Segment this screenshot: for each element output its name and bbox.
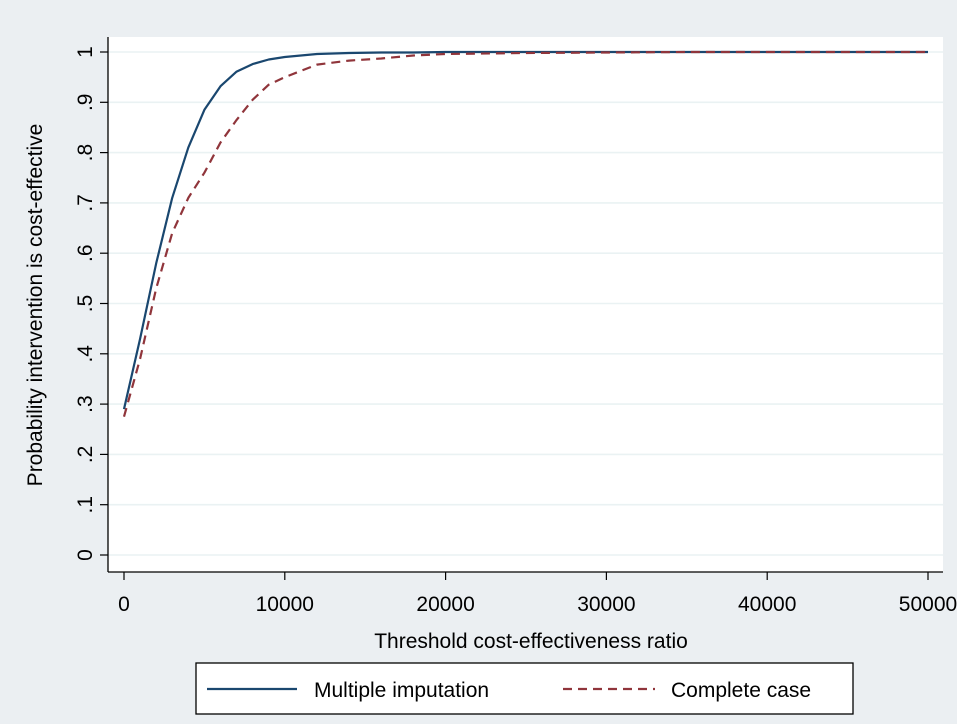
y-tick-label: .8 xyxy=(74,144,97,162)
x-tick-label: 30000 xyxy=(577,593,635,616)
y-tick-label: .5 xyxy=(74,295,97,313)
y-tick-label: .7 xyxy=(74,194,97,212)
y-tick-label: .9 xyxy=(74,94,97,112)
y-tick-label: .6 xyxy=(74,244,97,262)
y-tick-label: .2 xyxy=(74,446,97,464)
legend-box xyxy=(195,662,854,715)
legend-label-multiple-imputation: Multiple imputation xyxy=(314,679,489,702)
legend-label-complete-case: Complete case xyxy=(671,679,811,702)
legend: Multiple imputation Complete case xyxy=(195,662,854,715)
y-axis-label: Probability intervention is cost-effecti… xyxy=(24,124,47,487)
series-lines xyxy=(122,50,928,417)
y-tick-label: 0 xyxy=(74,549,97,561)
x-tick-label: 40000 xyxy=(738,593,796,616)
series-line-complete-case xyxy=(122,50,928,417)
x-tick-label: 50000 xyxy=(899,593,957,616)
x-tick-label: 20000 xyxy=(416,593,474,616)
x-tick-label: 10000 xyxy=(256,593,314,616)
x-axis-ticks: 0 10000 20000 30000 40000 50000 xyxy=(118,572,957,616)
x-axis-label: Threshold cost-effectiveness ratio xyxy=(374,630,688,653)
y-tick-label: .1 xyxy=(74,496,97,514)
y-tick-label: .4 xyxy=(74,345,97,363)
x-tick-label: 0 xyxy=(118,593,130,616)
y-tick-label: .3 xyxy=(74,395,97,413)
y-axis-ticks: 0 .1 .2 .3 .4 .5 .6 .7 .8 .9 1 xyxy=(74,46,108,561)
plot-area xyxy=(108,37,943,572)
y-tick-label: 1 xyxy=(74,46,97,58)
